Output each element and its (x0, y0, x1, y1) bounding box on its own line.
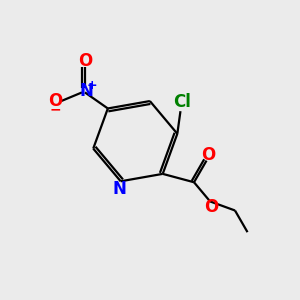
Text: −: − (49, 102, 61, 116)
Text: +: + (87, 79, 98, 92)
Text: O: O (201, 146, 215, 164)
Text: O: O (78, 52, 92, 70)
Text: Cl: Cl (174, 93, 191, 111)
Text: O: O (204, 198, 219, 216)
Text: O: O (48, 92, 62, 110)
Text: N: N (80, 82, 93, 100)
Text: N: N (112, 180, 126, 198)
